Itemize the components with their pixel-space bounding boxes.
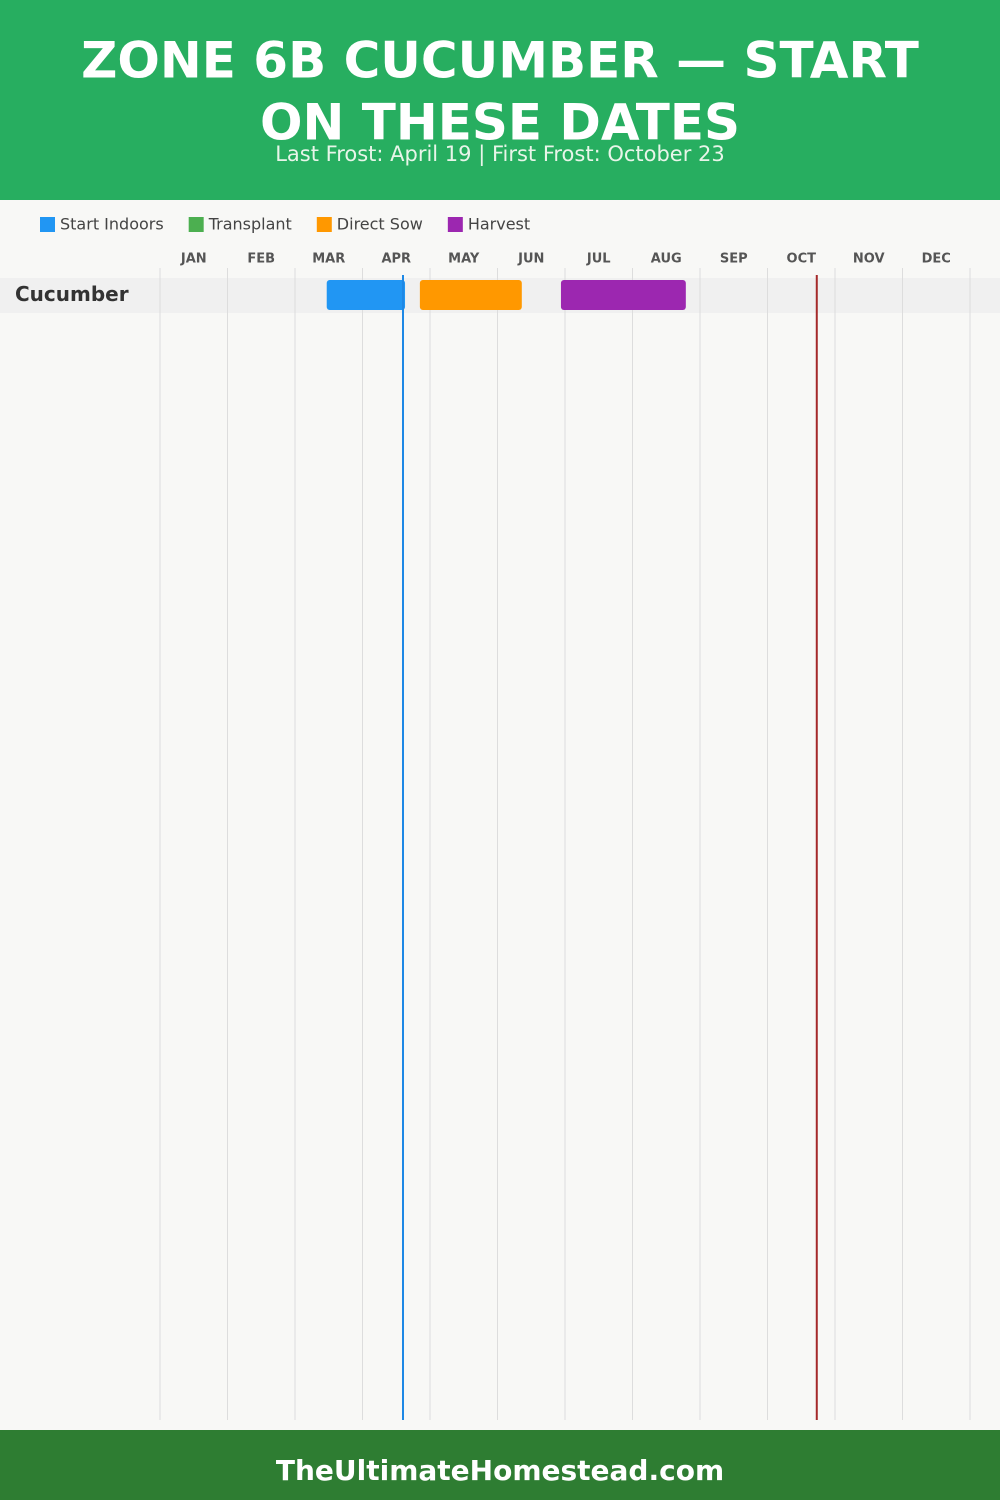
- legend-label: Transplant: [208, 215, 292, 234]
- legend-swatch: [316, 217, 332, 232]
- month-label: JAN: [180, 252, 207, 267]
- subtitle: Last Frost: April 19 | First Frost: Octo…: [275, 142, 725, 167]
- month-label: APR: [381, 252, 411, 267]
- legend-swatch: [188, 217, 204, 232]
- phase-bar: [419, 280, 522, 310]
- phase-bar: [326, 280, 406, 310]
- phase-bar: [560, 280, 686, 310]
- title-line: ZONE 6B CUCUMBER — START: [81, 32, 919, 90]
- row-label: Cucumber: [15, 282, 129, 306]
- month-label: JUN: [517, 252, 544, 267]
- month-label: FEB: [247, 252, 275, 267]
- month-label: DEC: [922, 252, 951, 267]
- title-line: ON THESE DATES: [260, 94, 740, 152]
- footer-text: TheUltimateHomestead.com: [276, 1454, 724, 1487]
- legend-swatch: [447, 217, 463, 232]
- month-label: JUL: [586, 252, 611, 267]
- legend-swatch: [40, 217, 55, 232]
- month-label: MAY: [448, 252, 480, 267]
- month-label: SEP: [720, 252, 748, 267]
- legend-label: Harvest: [468, 215, 530, 234]
- legend-label: Start Indoors: [60, 215, 164, 234]
- month-label: AUG: [651, 252, 682, 267]
- legend-label: Direct Sow: [337, 215, 423, 234]
- month-label: OCT: [787, 252, 817, 267]
- chart: JAN FEB MAR APR MAY JUN JUL AUG SEP OCT NOV DEC Star…: [0, 215, 1000, 1420]
- header: [0, 0, 1000, 200]
- month-label: NOV: [853, 252, 885, 267]
- month-label: MAR: [312, 252, 345, 267]
- footer: [0, 1430, 1000, 1500]
